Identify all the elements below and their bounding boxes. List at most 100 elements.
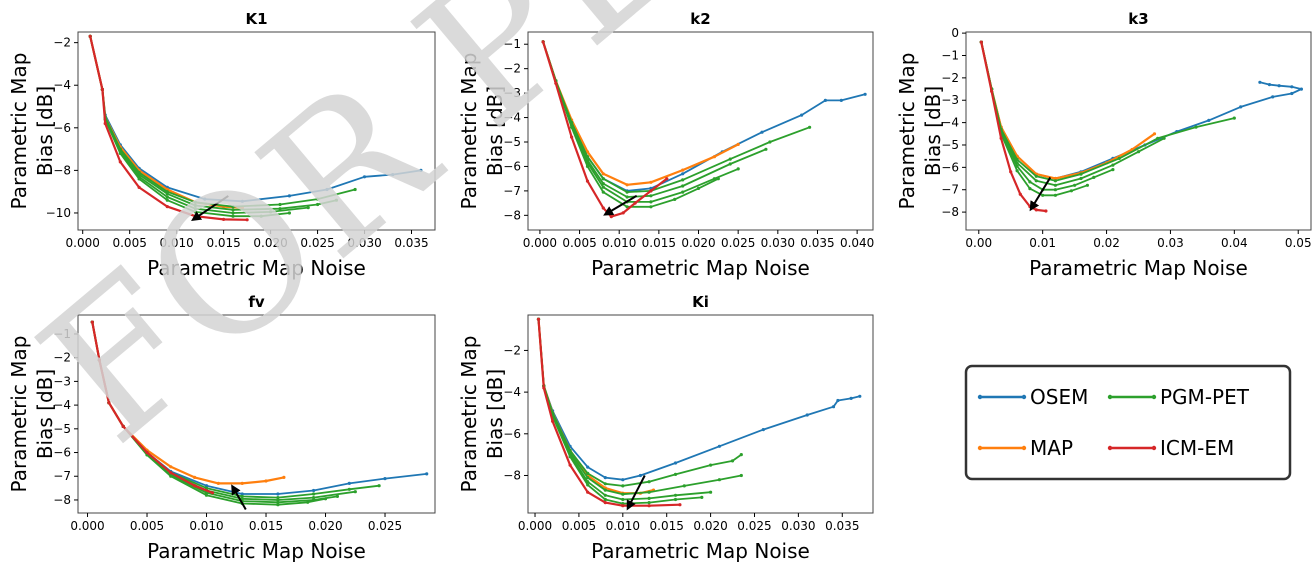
x-tick-label: 0.020 xyxy=(681,236,715,250)
y-tick-label: −3 xyxy=(941,93,959,107)
series-point-pgm-pet xyxy=(193,210,197,214)
y-tick-label: −4 xyxy=(53,398,71,412)
x-tick-label: 0.005 xyxy=(130,519,164,533)
series-point-pgm-pet xyxy=(231,208,235,212)
chart-4: Ki 0.000 0.005 0.010 0.015 0.020 0.025 0.030 0.0… xyxy=(457,293,874,562)
series-line-osem xyxy=(537,319,861,481)
y-tick-label: −6 xyxy=(503,159,521,173)
series-point-pgm-pet xyxy=(681,184,685,188)
series-point-pgm-pet xyxy=(1073,183,1077,187)
series-point-icm-em xyxy=(193,484,197,488)
series-point-pgm-pet xyxy=(647,496,651,500)
x-tick-label: 0.005 xyxy=(562,519,596,533)
y-tick-label: −4 xyxy=(53,78,71,92)
x-tick-label: 0.025 xyxy=(737,519,771,533)
series-point-map xyxy=(216,481,220,485)
series-point-pgm-pet xyxy=(709,463,713,467)
series-point-pgm-pet xyxy=(568,455,572,459)
y-tick-label: −7 xyxy=(941,183,959,197)
series-point-osem xyxy=(383,477,387,481)
series-point-pgm-pet xyxy=(278,202,282,207)
series-point-osem xyxy=(240,492,244,496)
series-point-icm-em xyxy=(609,215,613,219)
y-tick-label: −8 xyxy=(941,205,959,219)
series-point-icm-em xyxy=(621,504,625,508)
series-point-pgm-pet xyxy=(603,493,607,497)
series-point-osem xyxy=(362,175,367,179)
x-tick-label: 0.03 xyxy=(1157,236,1184,250)
series-point-icm-em xyxy=(210,491,215,495)
series-point-pgm-pet xyxy=(193,200,197,204)
chart-title: k2 xyxy=(690,10,710,28)
series-point-osem xyxy=(849,396,853,400)
series-point-osem xyxy=(800,113,804,117)
y-tick-label: −6 xyxy=(503,427,521,441)
x-tick-label: 0.015 xyxy=(206,236,240,250)
series-point-osem xyxy=(1271,95,1275,99)
series-point-pgm-pet xyxy=(603,488,607,492)
x-tick-label: 0.035 xyxy=(825,519,859,533)
series-point-pgm-pet xyxy=(625,205,629,209)
series-point-map xyxy=(1152,132,1157,136)
series-point-icm-em xyxy=(88,34,92,38)
x-tick-label: 0.010 xyxy=(159,236,193,250)
series-point-osem xyxy=(1239,105,1243,109)
y-tick-label: −1 xyxy=(53,327,71,341)
series-point-icm-em xyxy=(536,317,541,321)
x-tick-label: 0.01 xyxy=(1029,236,1056,250)
y-tick-label: −2 xyxy=(941,71,959,85)
x-axis-label: Parametric Map Noise xyxy=(591,256,810,280)
y-tick-label: 0 xyxy=(951,26,959,40)
series-point-pgm-pet xyxy=(169,474,173,478)
series-point-osem xyxy=(673,461,678,465)
series-point-pgm-pet xyxy=(696,186,701,190)
series-point-osem xyxy=(312,488,316,493)
legend-label-osem: OSEM xyxy=(1030,385,1088,409)
series-point-osem xyxy=(203,197,207,201)
x-axis-label: Parametric Map Noise xyxy=(591,539,810,562)
series-point-icm-em xyxy=(169,471,173,475)
series-point-osem xyxy=(823,98,828,102)
y-tick-label: −8 xyxy=(53,493,71,507)
series-point-pgm-pet xyxy=(603,482,607,486)
x-tick-label: 0.025 xyxy=(368,519,402,533)
y-tick-label: −5 xyxy=(941,138,959,152)
series-point-pgm-pet xyxy=(649,205,653,209)
x-tick-label: 0.005 xyxy=(112,236,146,250)
series-point-osem xyxy=(1277,84,1281,88)
series-point-osem xyxy=(391,173,395,177)
chart-0: K1 0.000 0.005 0.010 0.015 0.020 0.025 0.030 0.0… xyxy=(7,10,436,280)
series-point-pgm-pet xyxy=(1136,150,1141,154)
series-point-osem xyxy=(836,398,840,403)
series-point-map xyxy=(1053,176,1057,181)
x-tick-label: 0.020 xyxy=(253,236,287,250)
series-point-osem xyxy=(287,194,291,198)
x-tick-label: 0.030 xyxy=(347,236,381,250)
series-point-icm-em xyxy=(649,189,653,193)
series-point-pgm-pet xyxy=(649,194,653,198)
series-point-pgm-pet xyxy=(1079,176,1083,181)
series-point-icm-em xyxy=(1018,192,1022,196)
series-point-osem xyxy=(204,484,209,488)
series-point-osem xyxy=(603,476,607,480)
series-point-icm-em xyxy=(90,320,94,324)
series-point-icm-em xyxy=(97,358,101,362)
trend-arrow xyxy=(231,484,247,510)
y-axis-label: Parametric Map Bias [dB] xyxy=(457,53,507,210)
series-point-pgm-pet xyxy=(621,492,625,496)
series-line-icm-em xyxy=(91,321,213,494)
series-point-pgm-pet xyxy=(728,162,732,166)
x-tick-label: 0.035 xyxy=(394,236,428,250)
series-point-pgm-pet xyxy=(673,497,678,502)
series-point-pgm-pet xyxy=(335,494,339,498)
chart-title: K1 xyxy=(245,10,267,28)
y-axis-label: Parametric Map Bias [dB] xyxy=(7,53,57,210)
series-point-osem xyxy=(1290,85,1294,89)
series-point-icm-em xyxy=(647,504,651,508)
x-tick-label: 0.010 xyxy=(606,519,640,533)
series-point-osem xyxy=(1207,118,1211,122)
series-point-osem xyxy=(761,428,765,432)
series-point-pgm-pet xyxy=(700,495,704,499)
series-point-icm-em xyxy=(999,136,1003,140)
series-point-icm-em xyxy=(165,205,169,209)
